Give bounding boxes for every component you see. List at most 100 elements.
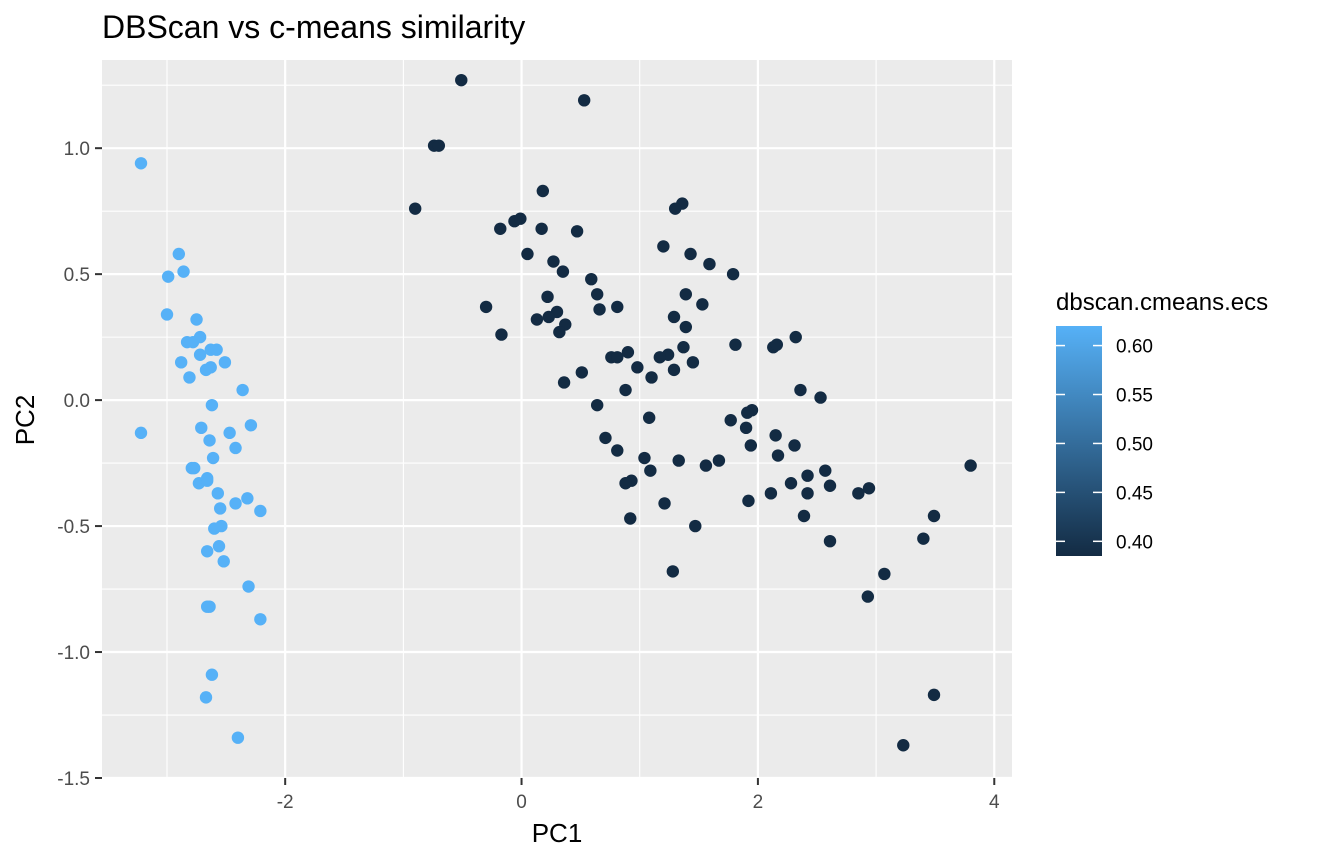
data-point xyxy=(203,434,216,447)
x-axis-title: PC1 xyxy=(532,818,583,848)
data-point xyxy=(432,139,446,152)
data-point xyxy=(686,356,700,369)
data-point xyxy=(619,383,632,397)
data-point xyxy=(724,414,737,427)
data-point xyxy=(744,439,758,452)
data-point xyxy=(577,94,591,107)
data-point xyxy=(611,300,624,314)
data-point xyxy=(764,487,778,500)
y-axis-title: PC2 xyxy=(10,395,40,446)
data-point xyxy=(794,383,807,397)
data-point xyxy=(206,451,220,465)
legend-tick-label: 0.60 xyxy=(1116,337,1153,358)
data-point xyxy=(242,580,255,593)
y-tick-label: 0.0 xyxy=(64,391,90,412)
data-point xyxy=(823,479,837,492)
data-point xyxy=(542,310,555,324)
data-point xyxy=(917,532,930,545)
data-point xyxy=(215,519,228,533)
data-point xyxy=(205,668,219,681)
data-point xyxy=(183,371,196,384)
data-point xyxy=(771,449,785,462)
data-point xyxy=(223,426,236,440)
data-point xyxy=(575,366,589,379)
y-tick-label: -1.0 xyxy=(57,643,90,664)
data-point xyxy=(699,459,713,472)
x-tick-label: 4 xyxy=(989,792,1000,813)
data-point xyxy=(195,421,208,435)
data-point xyxy=(621,346,635,359)
data-point xyxy=(741,406,754,419)
data-point xyxy=(927,688,941,702)
data-point xyxy=(642,411,656,424)
data-point xyxy=(455,73,468,87)
data-point xyxy=(897,739,910,752)
y-tick-label: -1.5 xyxy=(57,769,90,790)
x-tick-label: 2 xyxy=(753,792,764,813)
data-point xyxy=(553,325,566,339)
data-point xyxy=(672,454,685,467)
data-point xyxy=(658,497,671,510)
data-point xyxy=(530,313,544,326)
data-point xyxy=(823,534,837,548)
data-point xyxy=(211,487,225,500)
chart-title: DBScan vs c-means similarity xyxy=(102,9,525,45)
data-point xyxy=(599,431,612,445)
data-point xyxy=(244,419,258,432)
data-point xyxy=(174,356,188,369)
data-point xyxy=(200,472,214,485)
data-point xyxy=(185,461,199,475)
data-point xyxy=(769,429,782,442)
data-point xyxy=(494,222,507,235)
data-point xyxy=(667,310,681,324)
data-point xyxy=(684,247,697,261)
data-point xyxy=(200,600,214,613)
data-point xyxy=(742,494,755,508)
data-point xyxy=(556,265,570,278)
data-point xyxy=(590,398,604,412)
data-point xyxy=(229,441,242,455)
data-point xyxy=(213,502,227,515)
data-point xyxy=(190,313,203,326)
data-point xyxy=(521,247,534,261)
x-tick-label: -2 xyxy=(277,792,294,813)
color-legend: dbscan.cmeans.ecs 0.60 0.55 0.50 0.45 0.40 xyxy=(1056,289,1268,556)
data-point xyxy=(212,540,226,553)
data-point xyxy=(689,519,702,533)
data-point xyxy=(611,444,624,457)
legend-tick-label: 0.55 xyxy=(1116,386,1153,407)
data-point xyxy=(205,398,219,412)
data-point xyxy=(801,487,814,500)
data-point xyxy=(254,613,267,626)
y-tick-label: 0.5 xyxy=(64,265,90,286)
data-point xyxy=(667,363,681,377)
data-point xyxy=(557,376,571,389)
legend-ticks: 0.60 0.55 0.50 0.45 0.40 xyxy=(1056,337,1153,553)
data-point xyxy=(677,341,690,354)
data-point xyxy=(229,497,242,510)
data-point xyxy=(679,320,693,334)
data-point xyxy=(638,451,651,465)
data-point xyxy=(788,439,801,452)
data-point xyxy=(619,477,632,490)
data-point xyxy=(535,222,548,235)
x-tick-label: 0 xyxy=(516,792,527,813)
data-point xyxy=(231,731,245,744)
data-point xyxy=(852,487,865,500)
legend-colorbar xyxy=(1056,326,1102,556)
data-point xyxy=(254,504,267,518)
data-point xyxy=(172,247,186,261)
data-point xyxy=(495,328,508,341)
data-point xyxy=(479,300,493,314)
data-point xyxy=(593,303,606,316)
data-point xyxy=(862,482,876,495)
data-point xyxy=(161,270,175,283)
data-point xyxy=(679,288,693,301)
data-point xyxy=(726,267,740,281)
data-point xyxy=(570,225,584,238)
data-point xyxy=(408,202,422,215)
y-tick-label: 1.0 xyxy=(64,139,90,160)
data-point xyxy=(964,459,977,472)
data-point xyxy=(611,351,624,364)
data-point xyxy=(927,509,941,523)
